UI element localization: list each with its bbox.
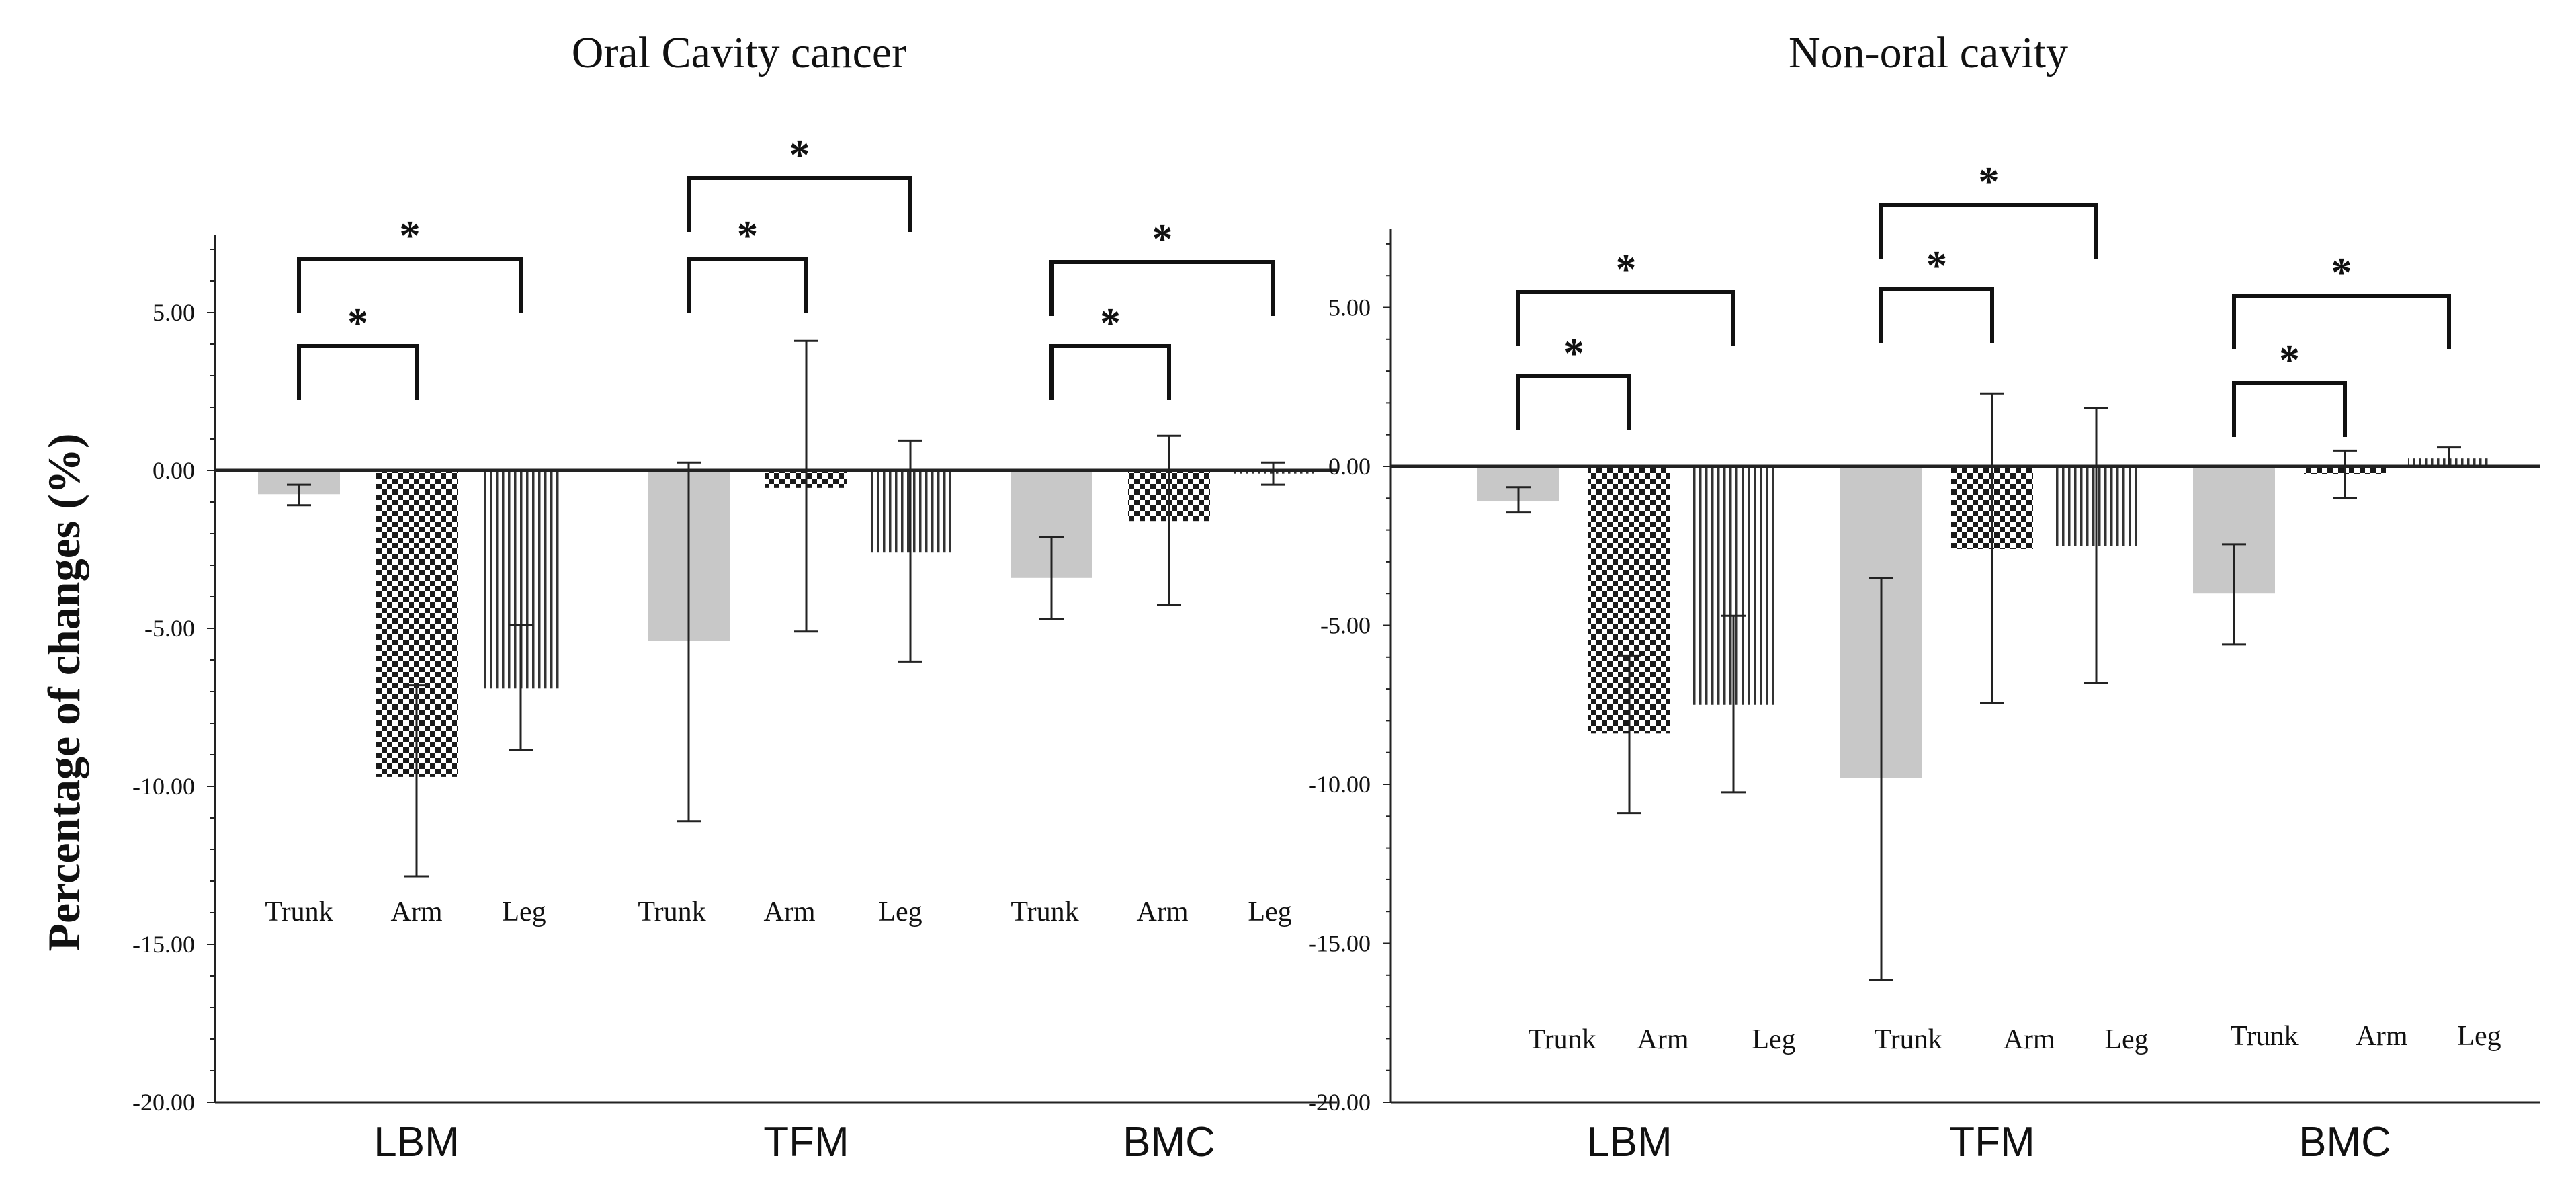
bar-label-arm: Arm: [2356, 1021, 2408, 1052]
significance-bracket-trunk-arm: [1516, 374, 1631, 430]
significance-star: *: [1563, 331, 1584, 376]
bar-label-arm: Arm: [391, 897, 443, 927]
group-label-lbm: LBM: [374, 1119, 459, 1165]
significance-bracket-trunk-arm: [2232, 381, 2347, 437]
bar-label-trunk: Trunk: [1528, 1024, 1596, 1055]
bar-label-trunk: Trunk: [265, 897, 333, 927]
y-tick-label: -5.00: [144, 615, 195, 642]
y-tick-label: 5.00: [1328, 294, 1371, 321]
bar-label-leg: Leg: [502, 897, 546, 927]
significance-star: *: [1926, 243, 1947, 289]
bar-label-leg: Leg: [878, 897, 922, 927]
bar-label-arm: Arm: [2004, 1024, 2055, 1055]
chart-title: Oral Cavity cancer: [572, 28, 906, 77]
y-tick-label: -15.00: [132, 931, 195, 958]
significance-star: *: [2279, 337, 2300, 383]
y-tick-label: 0.00: [1328, 453, 1371, 480]
y-tick-label: -5.00: [1320, 612, 1371, 639]
panel-oral-cavity: Oral Cavity cancer 5.00 0.00 -5.00 -10.00 -15…: [132, 28, 1337, 1165]
group-label-tfm: TFM: [1949, 1119, 2034, 1165]
significance-star: *: [789, 132, 810, 178]
panel-non-oral-cavity: Non-oral cavity 5.00 0.00 -5.00 -10.00 -15.00…: [1308, 28, 2540, 1165]
significance-bracket-trunk-leg: [1049, 260, 1275, 316]
significance-bracket-trunk-leg: [2232, 294, 2451, 349]
group-label-bmc: BMC: [2299, 1119, 2391, 1165]
bar-label-leg: Leg: [2457, 1021, 2501, 1052]
y-tick-label: -10.00: [1308, 771, 1371, 798]
significance-bracket-trunk-leg: [297, 257, 523, 313]
bar-label-trunk: Trunk: [1011, 897, 1078, 927]
y-tick-label: -15.00: [1308, 930, 1371, 957]
y-tick-label: 5.00: [153, 299, 195, 326]
group-label-bmc: BMC: [1123, 1119, 1215, 1165]
significance-star: *: [2331, 250, 2352, 296]
significance-bracket-trunk-arm: [297, 344, 419, 400]
y-tick-label: -20.00: [132, 1089, 195, 1116]
significance-bracket-trunk-leg: [1879, 203, 2098, 259]
significance-star: *: [737, 213, 758, 259]
y-tick-label: -10.00: [132, 773, 195, 800]
significance-bracket-trunk-arm: [687, 257, 808, 313]
group-label-lbm: LBM: [1586, 1119, 1672, 1165]
significance-bracket-trunk-leg: [1516, 290, 1735, 346]
bar-label-trunk: Trunk: [2230, 1021, 2298, 1052]
y-tick-label: -20.00: [1308, 1089, 1371, 1116]
bar-label-leg: Leg: [2104, 1024, 2148, 1055]
bar-label-arm: Arm: [764, 897, 816, 927]
group-label-tfm: TFM: [763, 1119, 849, 1165]
chart-title: Non-oral cavity: [1789, 28, 2068, 77]
significance-bracket-trunk-arm: [1879, 287, 1994, 343]
bar-label-arm: Arm: [1637, 1024, 1689, 1055]
bar-label-arm: Arm: [1137, 897, 1189, 927]
bar-label-trunk: Trunk: [638, 897, 705, 927]
bar-label-leg: Leg: [1752, 1024, 1795, 1055]
significance-bracket-trunk-leg: [687, 176, 912, 232]
y-axis-label: Percentage of changes (%): [38, 433, 89, 951]
bar-label-leg: Leg: [1248, 897, 1291, 927]
significance-star: *: [1979, 159, 2000, 205]
significance-star: *: [347, 300, 368, 346]
significance-star: *: [1100, 300, 1121, 346]
significance-star: *: [1616, 247, 1637, 292]
significance-star: *: [1152, 216, 1173, 262]
significance-star: *: [400, 213, 421, 259]
y-tick-label: 0.00: [153, 457, 195, 484]
bar-label-trunk: Trunk: [1874, 1024, 1942, 1055]
significance-bracket-trunk-arm: [1049, 344, 1171, 400]
